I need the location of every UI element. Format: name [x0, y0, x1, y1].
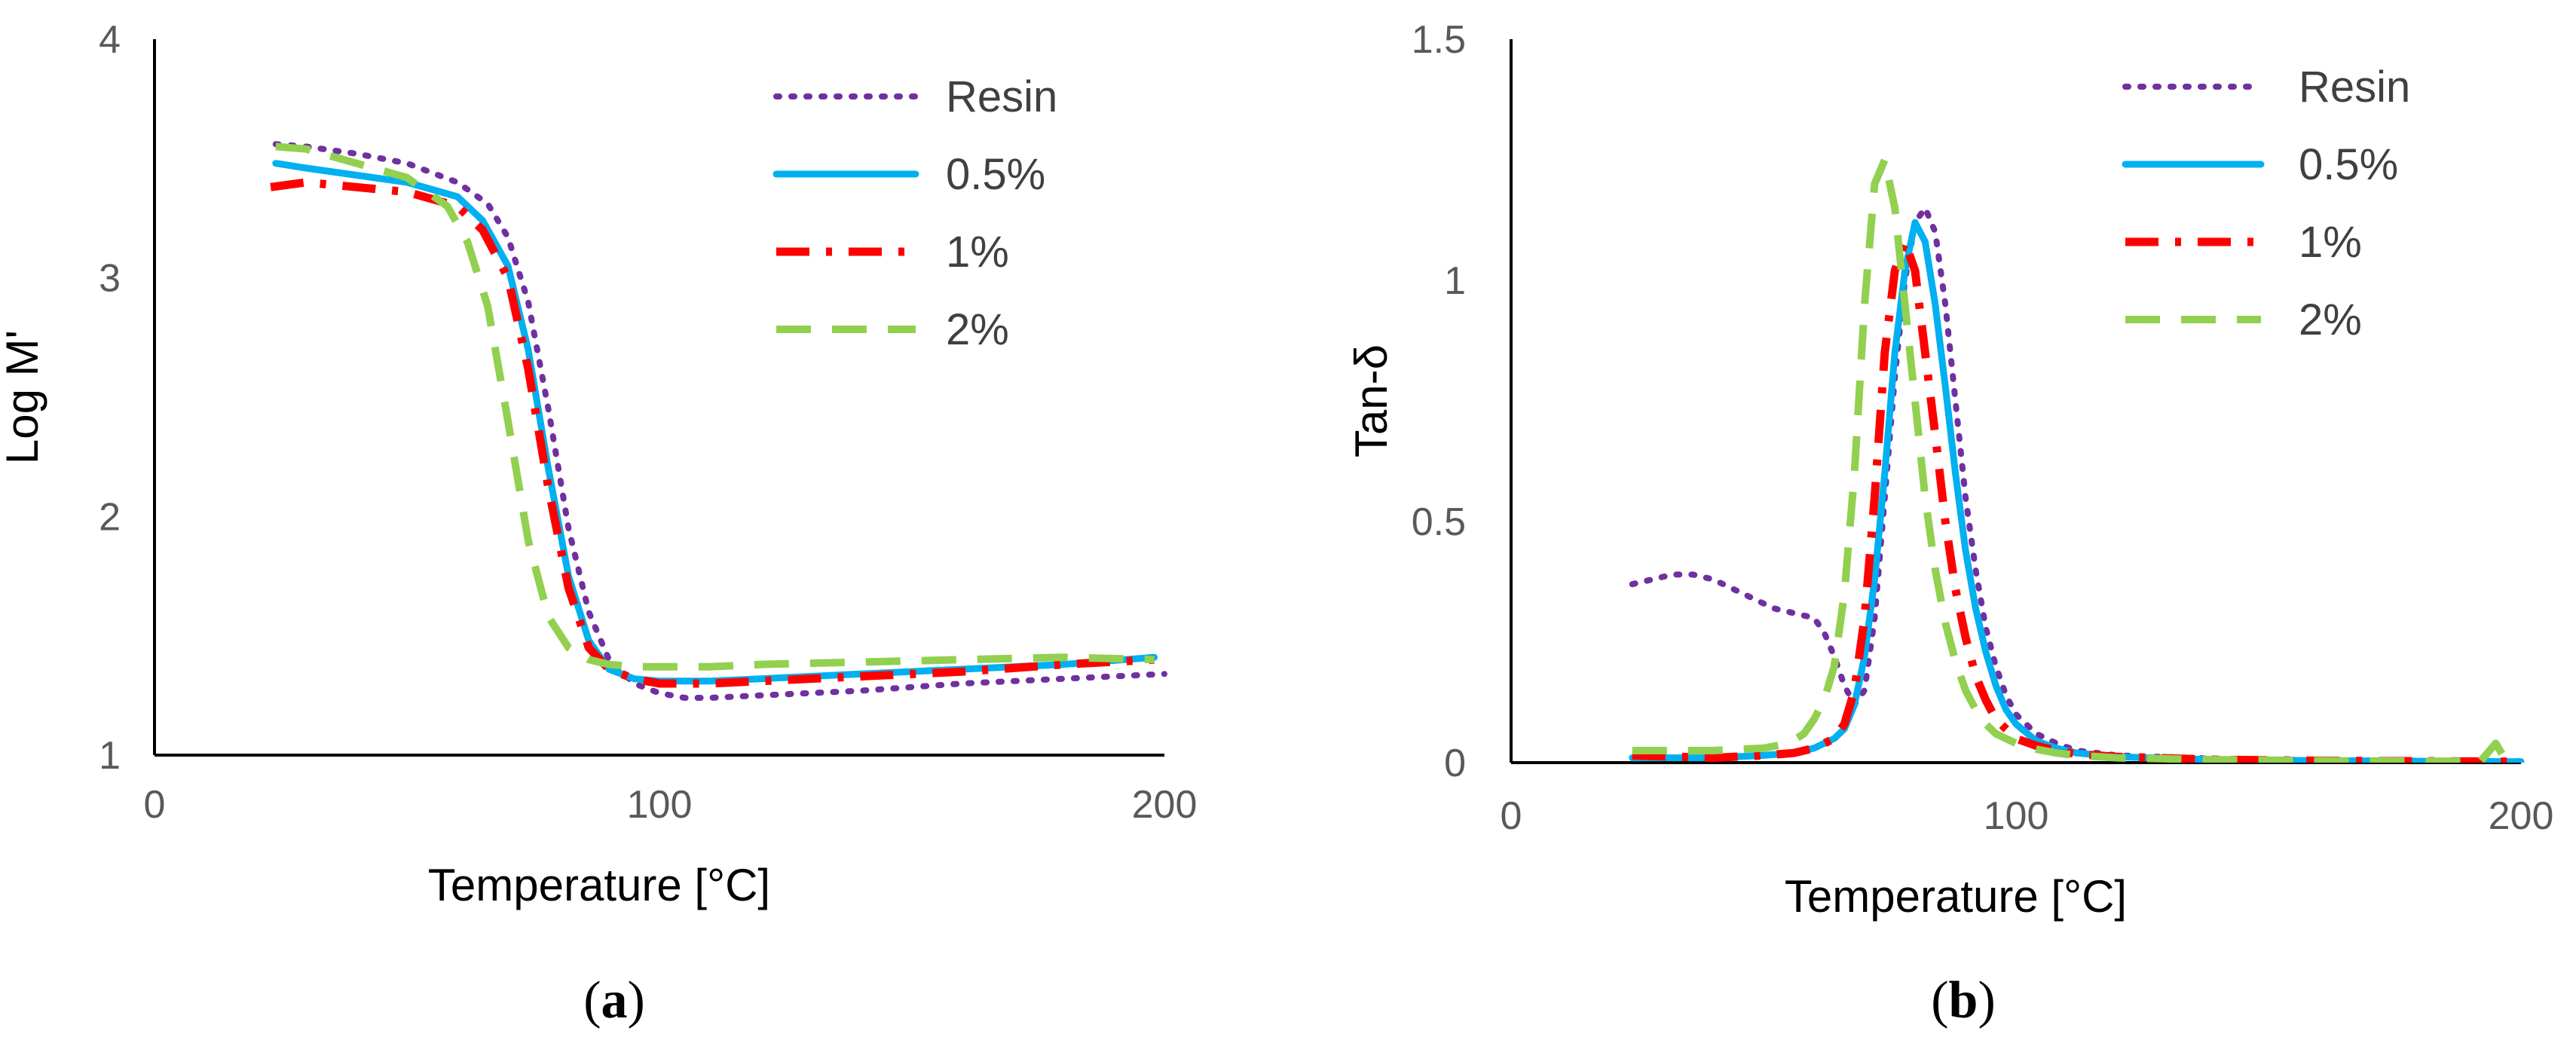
legend-label: 0.5%	[946, 150, 1045, 199]
y-axis-label: Log M'	[0, 330, 47, 464]
series-line-1pct	[270, 178, 1155, 688]
caption-open-paren: (	[1931, 971, 1948, 1029]
x-tick-label: 200	[1132, 783, 1198, 827]
x-tick-label: 100	[627, 783, 693, 827]
caption-close-paren: )	[628, 971, 645, 1029]
x-tick-label: 200	[2489, 794, 2554, 838]
series-line-resin	[272, 141, 1167, 701]
caption-letter: b	[1949, 971, 1978, 1029]
y-tick-label: 1	[1444, 259, 1466, 303]
caption-letter: a	[601, 971, 628, 1029]
caption-open-paren: (	[583, 971, 601, 1029]
x-tick-label: 0	[1501, 794, 1522, 838]
x-axis-label: Temperature [°C]	[1785, 871, 2127, 922]
y-tick-label: 0	[1444, 742, 1466, 785]
y-tick-label: 3	[99, 257, 121, 301]
series-line-0-5pct	[272, 160, 1158, 685]
series-line-2pct	[1632, 156, 2510, 763]
y-tick-label: 2	[99, 495, 121, 539]
legend-label: 1%	[2299, 218, 2362, 267]
x-axis-label: Temperature [°C]	[428, 860, 770, 910]
legend-label: 2%	[946, 305, 1009, 354]
y-tick-label: 4	[99, 18, 121, 62]
y-axis-label: Tan-δ	[1346, 344, 1397, 457]
caption-close-paren: )	[1978, 971, 1995, 1029]
y-tick-label: 1	[99, 734, 121, 778]
series-line-2pct	[275, 142, 1155, 671]
x-tick-label: 0	[144, 783, 166, 827]
chart-panel-b: 0 0.5 1 1.5 0 100 200 Temperature [°C] Tan-δ Resi…	[1346, 18, 2553, 1029]
panel-caption: (b)	[1931, 971, 1996, 1029]
panel-caption: (a)	[583, 971, 645, 1029]
series-line-1pct	[1632, 237, 2522, 763]
series-line-resin	[1629, 205, 2524, 763]
legend-label: Resin	[2299, 63, 2410, 112]
legend-label: 0.5%	[2299, 140, 2398, 189]
legend-label: 2%	[2299, 295, 2362, 344]
legend-label: Resin	[946, 72, 1057, 121]
x-tick-label: 100	[1984, 794, 2049, 838]
legend-label: 1%	[946, 228, 1009, 277]
y-tick-label: 1.5	[1412, 18, 1466, 62]
chart-panel-a: 1 2 3 4 0 100 200 Temperature [°C] Log M' Resin 0.…	[0, 18, 1197, 1029]
series-line-0-5pct	[1629, 219, 2525, 763]
y-tick-label: 0.5	[1412, 500, 1466, 544]
